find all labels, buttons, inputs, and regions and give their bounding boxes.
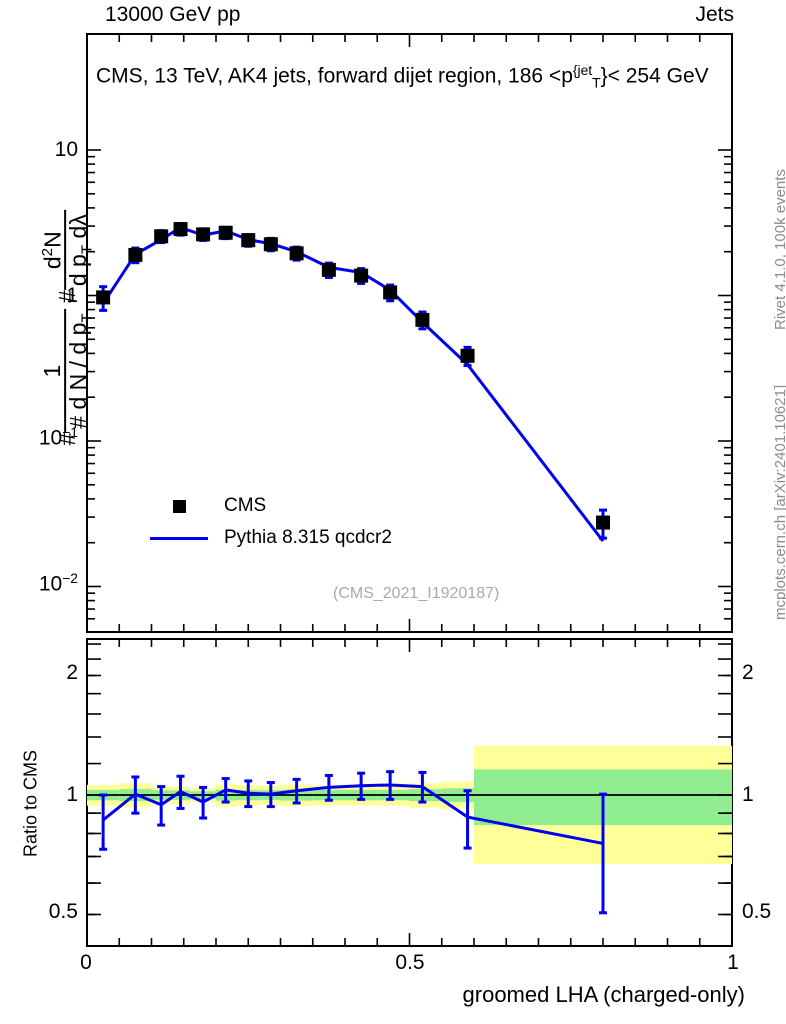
y-tick-ratio-right-2: 2 bbox=[742, 661, 754, 684]
y-tick-main-10: 10 bbox=[54, 138, 78, 161]
y-tick-ratio-right-0p5: 0.5 bbox=[742, 900, 772, 923]
y-tick-ratio-left-0p5: 0.5 bbox=[48, 900, 78, 923]
y-axis-label-main: # 1 # d N / d pT # d2N d pT dλ bbox=[39, 28, 96, 628]
y-tick-main-1e-2: 10−2 bbox=[38, 570, 78, 596]
x-axis-label: groomed LHA (charged-only) bbox=[462, 982, 745, 1007]
legend-label-cms: CMS bbox=[224, 495, 267, 516]
mcplots-source-note: mcplots.cern.ch [arXiv:2401.10621] bbox=[772, 384, 786, 620]
plot-title: CMS, 13 TeV, AK4 jets, forward dijet reg… bbox=[96, 62, 709, 90]
legend-marker-line bbox=[136, 536, 222, 540]
x-tick-1: 1 bbox=[727, 951, 739, 974]
x-tick-0: 0 bbox=[80, 951, 92, 974]
x-tick-0p5: 0.5 bbox=[395, 951, 425, 974]
ratio-plot-frame bbox=[86, 638, 733, 947]
y-tick-ratio-right-1: 1 bbox=[742, 783, 754, 806]
analysis-category-label: Jets bbox=[695, 3, 734, 26]
legend-marker-square bbox=[136, 499, 222, 513]
plot-title-sup: {jet bbox=[572, 62, 593, 78]
y-tick-main-1: 1 bbox=[66, 284, 78, 307]
rivet-version-note: Rivet 4.1.0, 100k events bbox=[772, 169, 786, 330]
legend-item-cms[interactable]: CMS bbox=[136, 490, 392, 522]
analysis-id-watermark: (CMS_2021_I1920187) bbox=[333, 585, 500, 602]
y-tick-main-1e-1: 10−1 bbox=[38, 424, 78, 450]
legend: CMS Pythia 8.315 qcdcr2 bbox=[136, 490, 392, 554]
legend-label-pythia: Pythia 8.315 qcdcr2 bbox=[224, 527, 392, 548]
plot-title-pre: CMS, 13 TeV, AK4 jets, forward dijet reg… bbox=[96, 64, 573, 88]
beam-energy-label: 13000 GeV pp bbox=[105, 3, 241, 26]
legend-item-pythia[interactable]: Pythia 8.315 qcdcr2 bbox=[136, 522, 392, 554]
y-tick-ratio-left-2: 2 bbox=[66, 661, 78, 684]
y-tick-ratio-left-1: 1 bbox=[66, 783, 78, 806]
plot-title-post: }< 254 GeV bbox=[600, 64, 709, 88]
plot-title-sub: T bbox=[592, 74, 601, 91]
